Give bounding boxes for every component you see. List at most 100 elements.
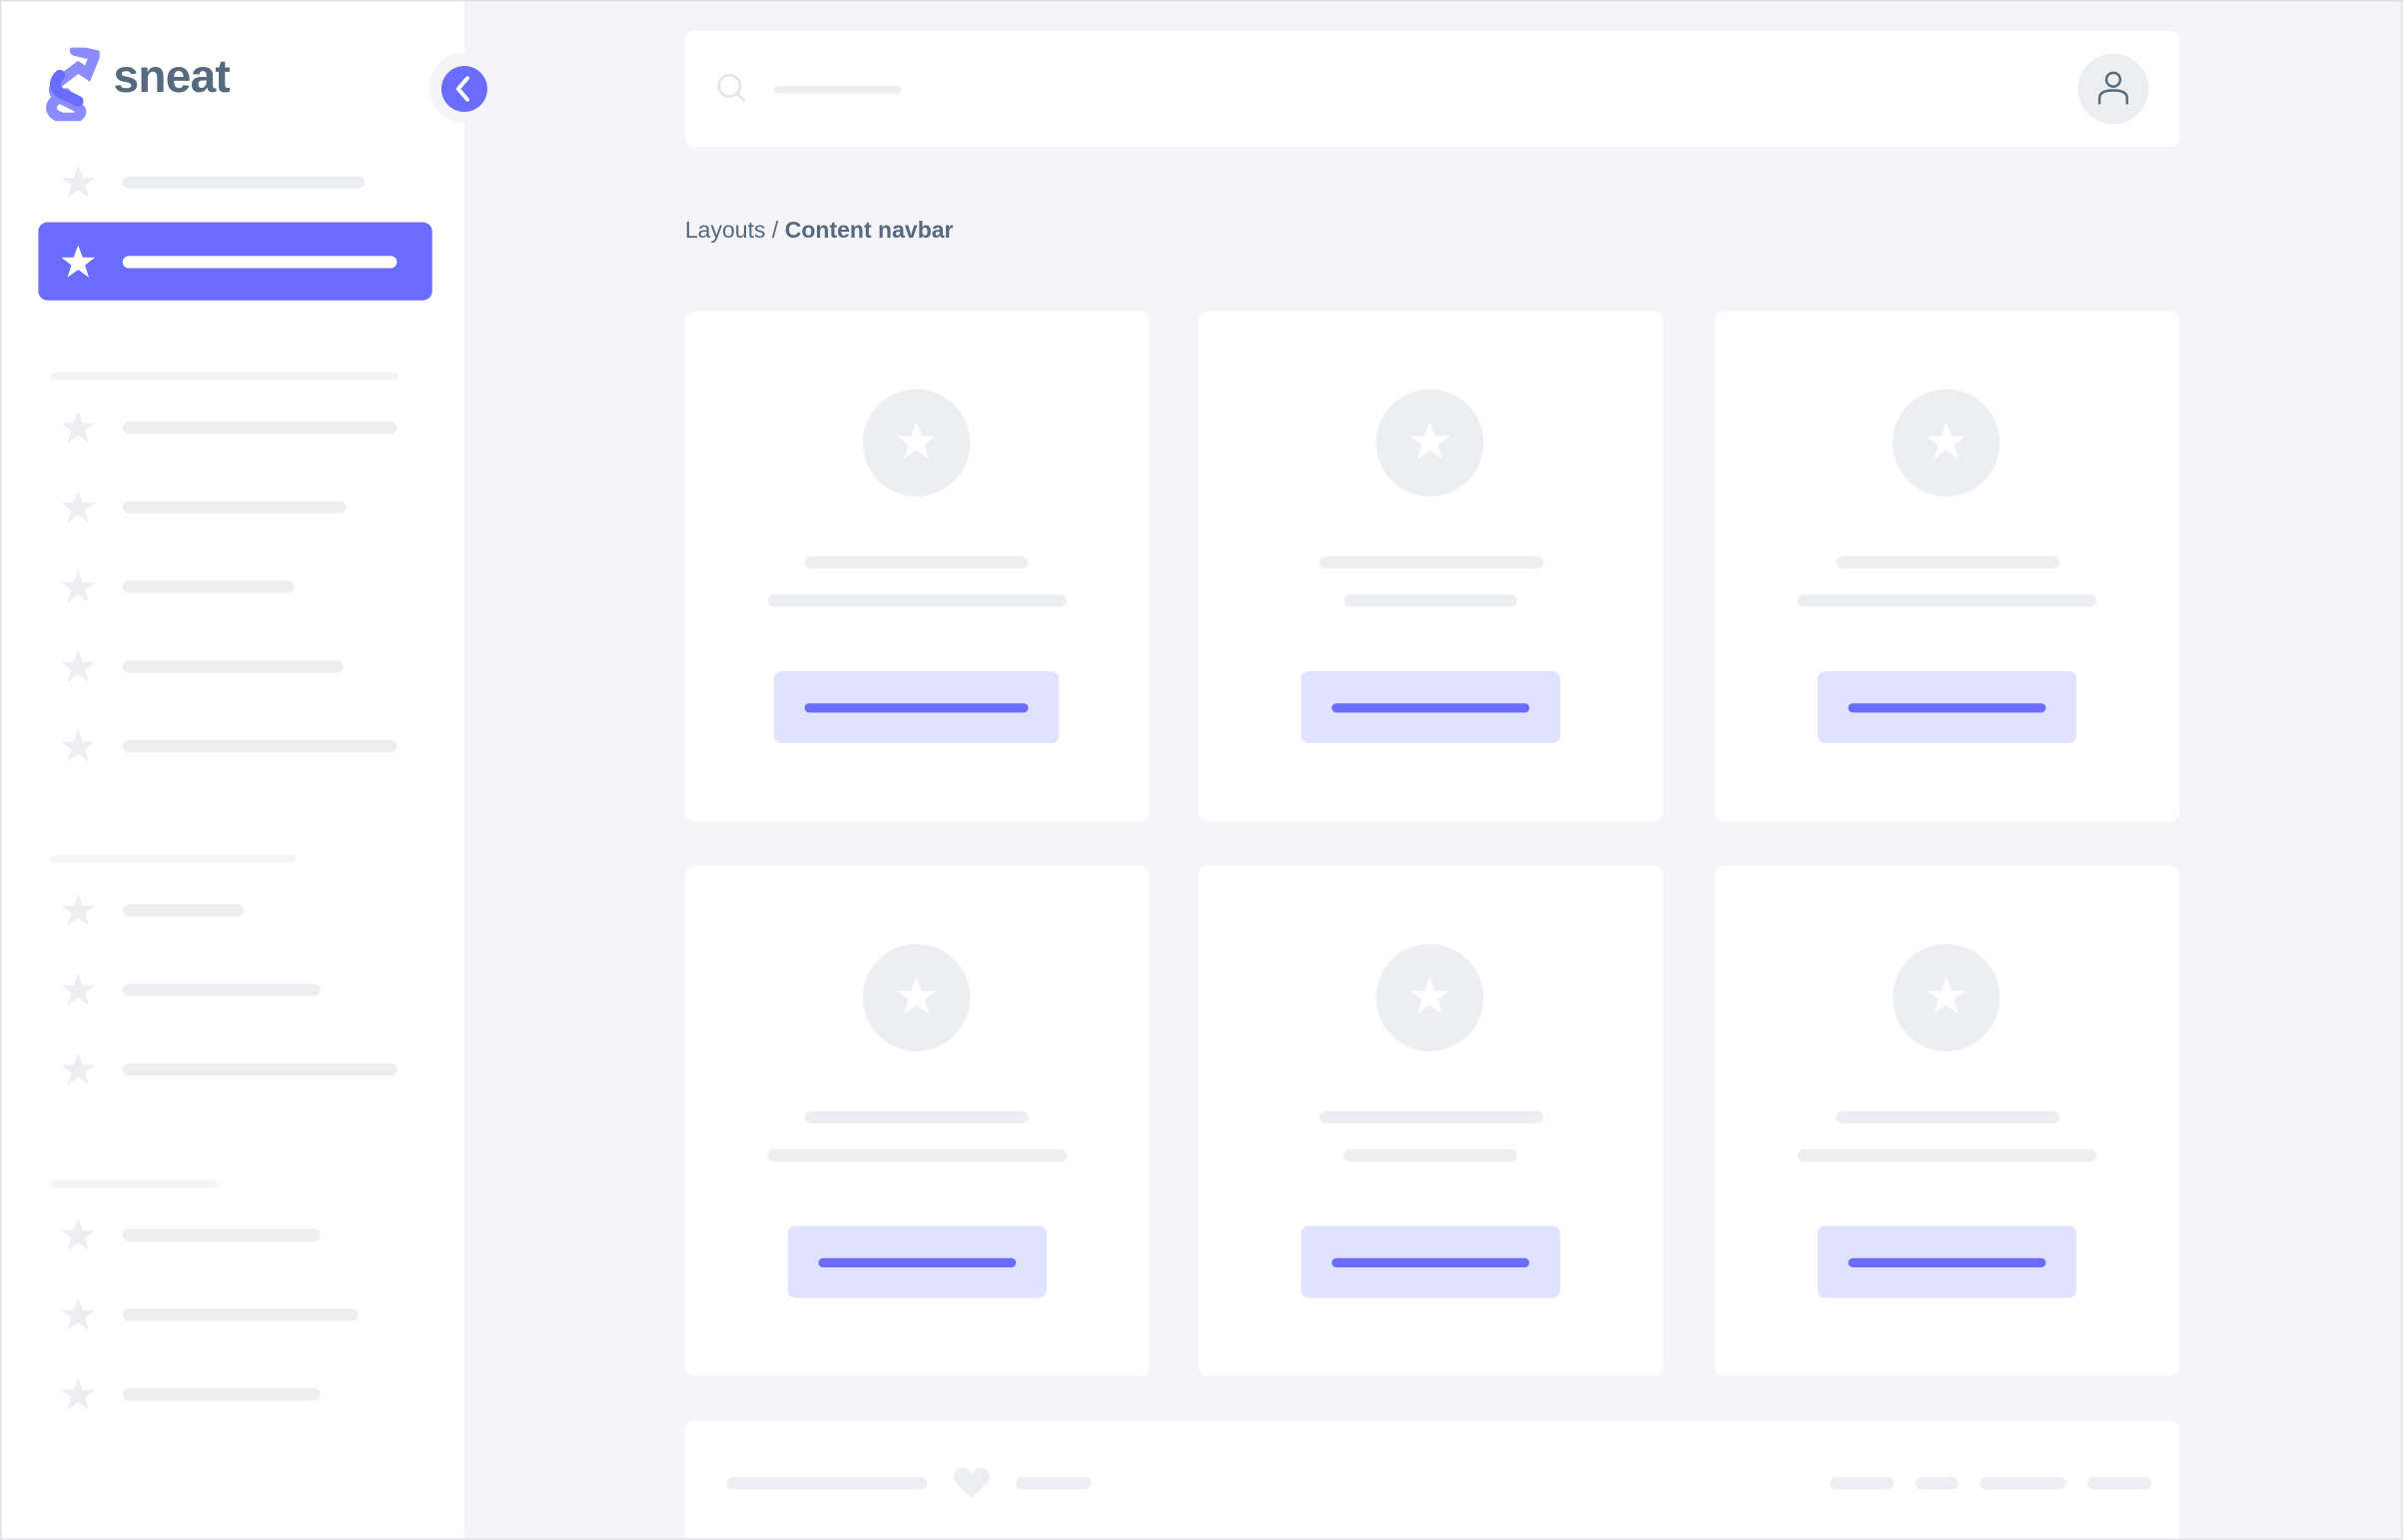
card-action-button[interactable]: [773, 671, 1060, 744]
star-icon: [61, 165, 96, 198]
star-icon: [61, 1053, 96, 1086]
sidebar-item[interactable]: [2, 152, 464, 213]
sidebar-item[interactable]: [2, 556, 464, 617]
star-icon: [61, 410, 96, 443]
footer-link[interactable]: [1916, 1477, 1959, 1490]
star-icon: [61, 245, 96, 278]
collapse-sidebar-button[interactable]: [440, 65, 487, 113]
card-title: [1319, 555, 1544, 569]
breadcrumb-current: Content navbar: [784, 217, 954, 244]
sidebar-item[interactable]: [2, 636, 464, 697]
star-icon: [61, 1377, 96, 1410]
sidebar-section-header: [50, 855, 297, 863]
user-icon: [2097, 71, 2128, 105]
star-icon: [61, 569, 96, 603]
content-card: [1198, 311, 1663, 822]
star-icon: [897, 421, 937, 459]
sidebar-item-label: [122, 660, 344, 673]
sidebar-item[interactable]: [2, 716, 464, 777]
card-description: [767, 1149, 1067, 1162]
sidebar-item[interactable]: [2, 1284, 464, 1345]
card-description: [767, 594, 1067, 607]
sidebar-item[interactable]: [2, 960, 464, 1021]
card-title: [804, 1111, 1029, 1124]
sidebar-item-label: [122, 420, 398, 434]
footer-text: [726, 1477, 928, 1490]
content-card: [1714, 865, 2179, 1376]
breadcrumb-parent[interactable]: Layouts: [684, 217, 766, 244]
chevron-left-icon: [455, 76, 469, 102]
sidebar-item-label: [122, 1308, 360, 1321]
sidebar-section-header: [50, 1179, 218, 1188]
card-action-button[interactable]: [1817, 671, 2077, 744]
card-title: [1836, 1111, 2060, 1124]
star-icon: [61, 893, 96, 926]
card-action-label: [804, 703, 1029, 713]
sneat-logo-icon: [46, 47, 100, 122]
card-description: [1343, 1149, 1518, 1162]
star-icon: [1410, 421, 1450, 459]
footer-link[interactable]: [1980, 1477, 2066, 1490]
card-title: [804, 555, 1029, 569]
card-icon-circle: [862, 944, 971, 1052]
sidebar-item[interactable]: [2, 476, 464, 537]
card-title: [1836, 555, 2060, 569]
card-icon-circle: [1892, 944, 2001, 1052]
star-icon: [61, 1297, 96, 1330]
sidebar-item-label: [122, 500, 347, 514]
star-icon: [61, 490, 96, 523]
sidebar-item[interactable]: [2, 1364, 464, 1425]
search-input[interactable]: [773, 85, 902, 94]
star-icon: [1410, 976, 1450, 1015]
sidebar-item-label: [122, 1388, 321, 1401]
card-description: [1343, 594, 1518, 607]
footer-link[interactable]: [1830, 1477, 1895, 1490]
card-action-label: [1848, 1257, 2046, 1267]
sidebar-item-label: [122, 176, 366, 189]
card-action-button[interactable]: [787, 1225, 1047, 1298]
card-action-button[interactable]: [1300, 1225, 1561, 1298]
top-navbar: [684, 30, 2179, 148]
sidebar-item-label: [122, 580, 295, 593]
star-icon: [61, 649, 96, 682]
logo-text: sneat: [113, 52, 231, 103]
card-action-label: [1331, 703, 1530, 713]
content-card: [684, 311, 1150, 822]
card-action-button[interactable]: [1817, 1225, 2077, 1298]
card-title: [1319, 1111, 1544, 1124]
search-icon[interactable]: [716, 72, 750, 106]
breadcrumb-separator: /: [765, 217, 785, 244]
sidebar-item[interactable]: [2, 396, 464, 457]
content-card: [684, 865, 1150, 1376]
star-icon: [1927, 421, 1967, 459]
sidebar-item-label: [122, 256, 398, 269]
sidebar-item[interactable]: [2, 880, 464, 941]
card-action-label: [1848, 703, 2046, 713]
card-action-button[interactable]: [1300, 671, 1561, 744]
sidebar: sneat: [1, 1, 464, 1539]
card-description: [1797, 594, 2097, 607]
breadcrumb: Layouts / Content navbar: [685, 218, 954, 244]
card-icon-circle: [1375, 388, 1484, 497]
star-icon: [897, 976, 937, 1015]
footer-link[interactable]: [2086, 1477, 2152, 1490]
sidebar-item-label: [122, 1063, 398, 1077]
sidebar-item[interactable]: [2, 1039, 464, 1100]
star-icon: [61, 729, 96, 762]
card-icon-circle: [862, 388, 971, 497]
footer-link[interactable]: [1016, 1477, 1092, 1490]
footer: [684, 1420, 2179, 1539]
sidebar-item[interactable]: [2, 1204, 464, 1265]
content-card: [1714, 311, 2179, 822]
card-action-label: [818, 1257, 1017, 1267]
sidebar-item-label: [122, 904, 244, 917]
sidebar-section-header: [50, 372, 399, 381]
sidebar-item[interactable]: [2, 232, 464, 293]
card-icon-circle: [1375, 944, 1484, 1052]
card-icon-circle: [1892, 388, 2001, 497]
content-card: [1198, 865, 1663, 1376]
sidebar-item-label: [122, 984, 321, 997]
user-avatar[interactable]: [2077, 53, 2149, 125]
sidebar-item-label: [122, 1228, 321, 1241]
